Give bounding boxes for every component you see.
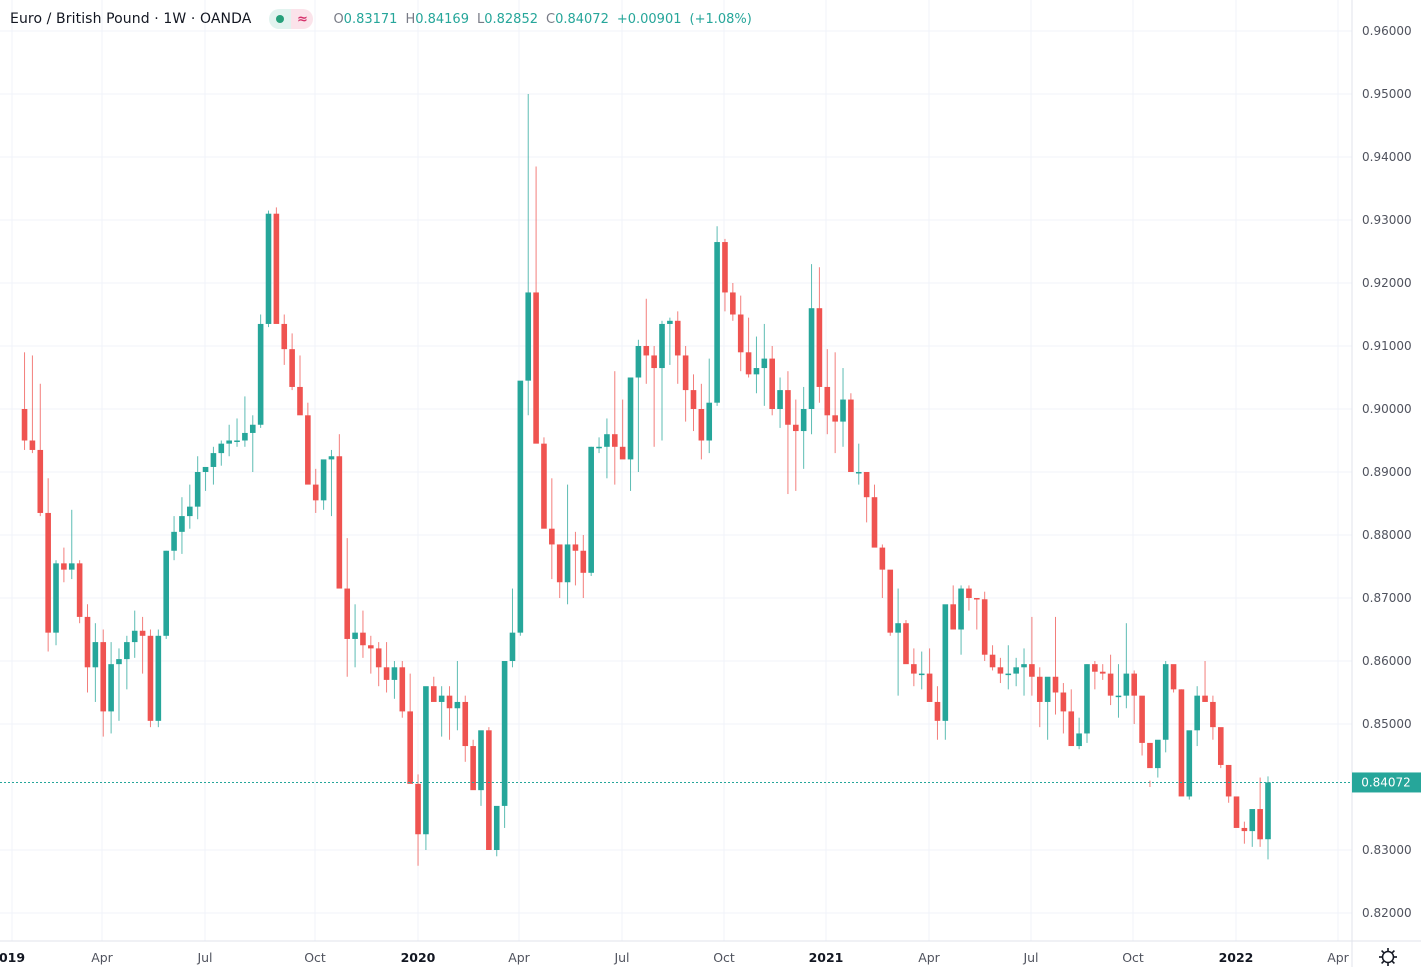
price-tick-label: 0.89000 [1362, 465, 1412, 479]
open-label: O [333, 11, 344, 27]
symbol-legend: Euro / British Pound · 1W · OANDA ≈ O0.8… [10, 7, 752, 31]
time-tick-label: Oct [304, 950, 326, 965]
price-tick-label: 0.85000 [1362, 717, 1412, 731]
price-tick-label: 0.86000 [1362, 654, 1412, 668]
price-tick-label: 0.90000 [1362, 402, 1412, 416]
time-axis[interactable]: 019 Apr Jul Oct 2020 Apr Jul Oct 2021 Apr Jul Oct 20… [0, 950, 1350, 965]
time-tick-label: Jul [613, 950, 629, 965]
price-tick-label: 0.91000 [1362, 339, 1412, 353]
svg-text:0.84072: 0.84072 [1361, 775, 1411, 789]
time-tick-label: Apr [91, 950, 113, 965]
time-tick-label: 2020 [401, 950, 436, 965]
time-tick-label: Apr [1327, 950, 1349, 965]
time-tick-label: 2021 [809, 950, 844, 965]
change-percent: (+1.08%) [689, 11, 752, 27]
price-tick-label: 0.94000 [1362, 150, 1412, 164]
last-price-badge: 0.84072 [1352, 772, 1421, 793]
price-tick-label: 0.88000 [1362, 528, 1412, 542]
time-tick-label: Jul [1022, 950, 1038, 965]
change-value: +0.00901 [616, 11, 682, 27]
open-value: 0.83171 [343, 11, 398, 27]
price-tick-label: 0.95000 [1362, 87, 1412, 101]
time-tick-label: Jul [196, 950, 212, 965]
time-tick-label: Oct [1122, 950, 1144, 965]
time-tick-label: 019 [0, 950, 25, 965]
symbol-title[interactable]: Euro / British Pound · 1W · OANDA [10, 11, 252, 27]
market-open-dot-icon [269, 9, 292, 29]
price-tick-label: 0.83000 [1362, 843, 1412, 857]
time-tick-label: Apr [508, 950, 530, 965]
high-label: H [405, 11, 416, 27]
price-tick-label: 0.93000 [1362, 213, 1412, 227]
close-label: C [546, 11, 556, 27]
low-value: 0.82852 [484, 11, 538, 27]
delayed-data-wave-icon: ≈ [291, 9, 314, 29]
time-tick-label: Oct [713, 950, 735, 965]
close-value: 0.84072 [555, 11, 609, 27]
gear-icon[interactable] [1379, 948, 1397, 966]
price-tick-label: 0.87000 [1362, 591, 1412, 605]
high-value: 0.84169 [415, 11, 469, 27]
ohlc-values: O0.83171 H0.84169 L0.82852 C0.84072 +0.0… [333, 12, 751, 27]
price-axis[interactable]: 0.96000 0.95000 0.94000 0.93000 0.92000 0.910… [1362, 24, 1412, 920]
time-tick-label: Apr [918, 950, 940, 965]
candles [21, 94, 1271, 866]
price-tick-label: 0.82000 [1362, 906, 1412, 920]
low-label: L [476, 11, 485, 27]
price-tick-label: 0.96000 [1362, 24, 1412, 38]
price-tick-label: 0.92000 [1362, 276, 1412, 290]
time-tick-label: 2022 [1219, 950, 1254, 965]
status-pill[interactable]: ≈ [269, 9, 314, 29]
